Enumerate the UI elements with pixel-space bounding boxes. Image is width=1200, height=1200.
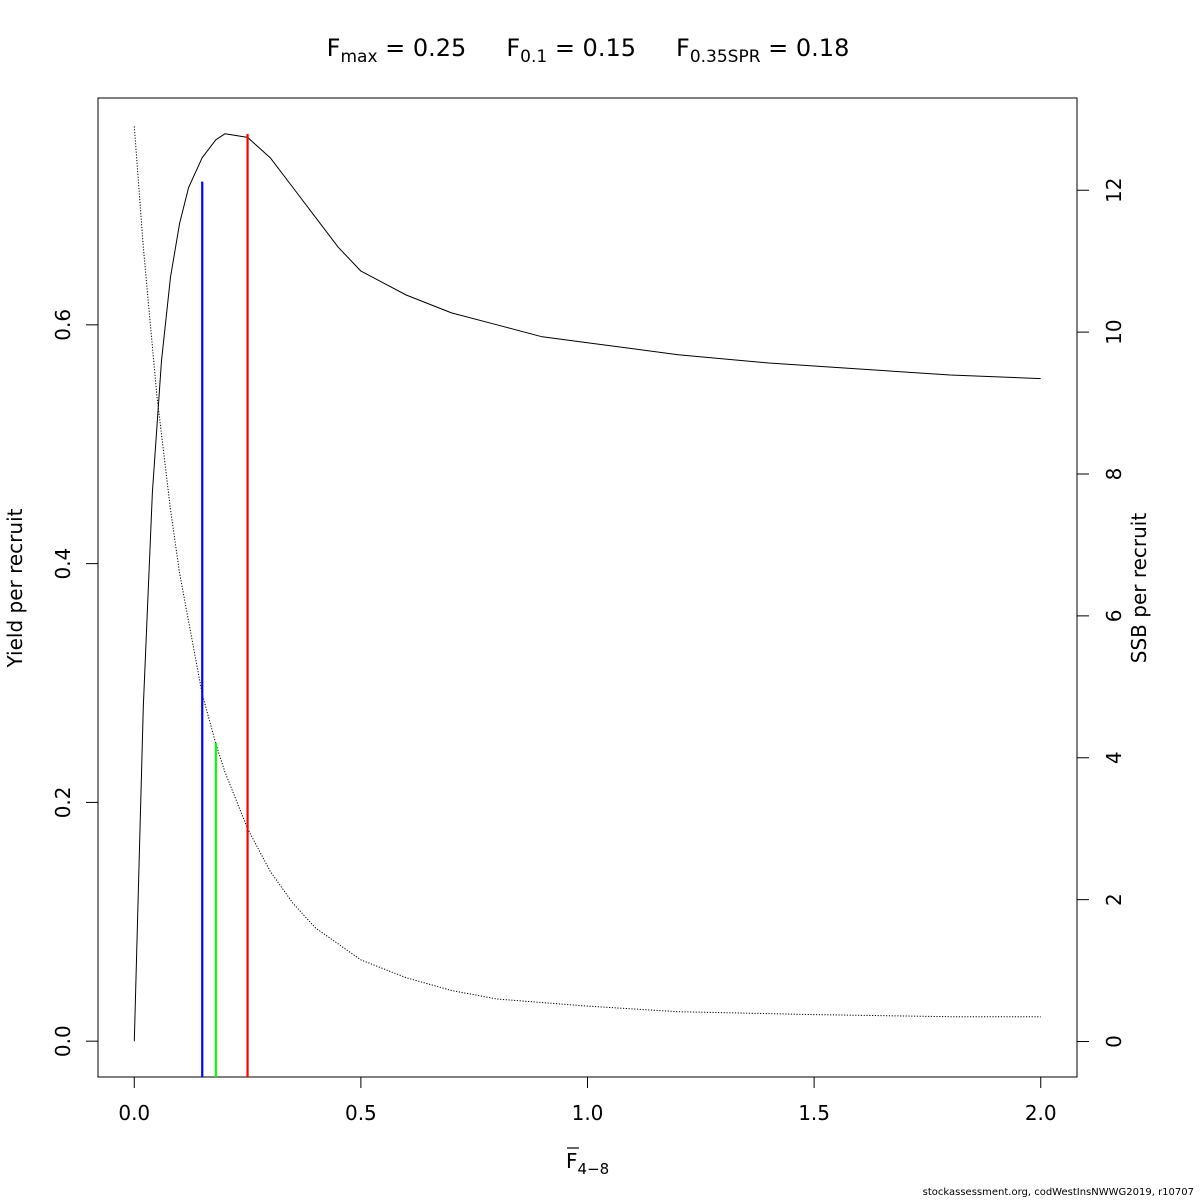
y-right-tick-label: 10 [1102, 319, 1126, 344]
x-tick-label: 1.5 [798, 1101, 830, 1125]
title-fspr-sub: 0.35SPR [690, 47, 761, 67]
title-f01-sub: 0.1 [520, 47, 547, 67]
y-left-tick-label: 0.0 [51, 1025, 75, 1057]
credit-text: stockassessment.org, codWestInsNWWG2019,… [922, 1187, 1194, 1198]
title-f01-rest: = 0.15 [547, 34, 636, 62]
x-tick-label: 2.0 [1025, 1101, 1057, 1125]
title-fmax-main: F [327, 34, 341, 62]
x-axis-title: F4−8 [566, 1147, 609, 1178]
y-left-axis: 0.0 0.2 0.4 0.6 [51, 309, 99, 1057]
title-fspr-main: F [676, 34, 690, 62]
ssb-per-recruit-line [133, 126, 1041, 1018]
x-axis-title-main: F [566, 1149, 578, 1173]
title-fmax-rest: = 0.25 [378, 34, 467, 62]
yield-per-recruit-line [133, 133, 1041, 1042]
y-right-tick-label: 6 [1102, 610, 1126, 623]
y-left-tick-label: 0.2 [51, 786, 75, 818]
y-right-tick-label: 2 [1102, 893, 1126, 906]
y-right-axis-title: SSB per recruit [1127, 513, 1151, 664]
x-tick-label: 0.0 [118, 1101, 150, 1125]
x-tick-label: 0.5 [345, 1101, 377, 1125]
series-layer [133, 126, 1041, 1042]
x-axis: 0.0 0.5 1.0 1.5 2.0 [118, 1076, 1057, 1125]
svg-text:F4−8: F4−8 [566, 1149, 609, 1178]
y-right-axis: 0 2 4 6 8 10 12 [1076, 177, 1126, 1048]
y-left-tick-label: 0.4 [51, 548, 75, 580]
reference-lines [201, 133, 249, 1077]
plot-frame [97, 97, 1078, 1078]
y-right-tick-label: 12 [1102, 177, 1126, 202]
y-right-tick-label: 0 [1102, 1035, 1126, 1048]
x-tick-label: 1.0 [572, 1101, 604, 1125]
title-fmax-sub: max [340, 47, 377, 67]
title-fspr-rest: = 0.18 [761, 34, 850, 62]
y-left-axis-title: Yield per recruit [3, 508, 27, 668]
x-axis-title-sub: 4−8 [578, 1160, 610, 1178]
y-right-tick-label: 8 [1102, 468, 1126, 481]
chart-title: Fmax = 0.25 F0.1 = 0.15 F0.35SPR = 0.18 [327, 34, 850, 67]
title-f01-main: F [506, 34, 520, 62]
y-left-tick-label: 0.6 [51, 309, 75, 341]
y-right-tick-label: 4 [1102, 751, 1126, 764]
